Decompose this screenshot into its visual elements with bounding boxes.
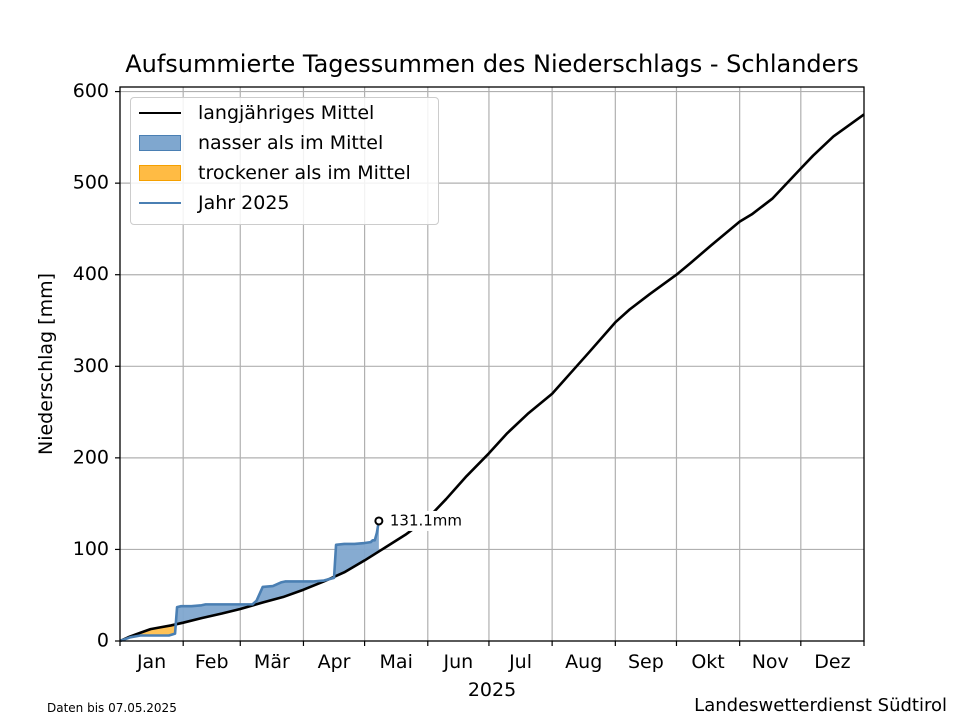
legend-label-wetter: nasser als im Mittel xyxy=(198,132,384,154)
y-axis-label: Niederschlag [mm] xyxy=(35,273,57,455)
y-tick-label: 100 xyxy=(73,538,109,560)
legend-label-year: Jahr 2025 xyxy=(198,192,290,214)
y-tick-label: 0 xyxy=(97,630,109,652)
chart-title: Aufsummierte Tagessummen des Niederschla… xyxy=(125,50,859,78)
y-tick-label: 400 xyxy=(73,263,109,285)
x-tick-label: Aug xyxy=(565,651,602,673)
y-tick-label: 200 xyxy=(73,446,109,468)
annotation-point xyxy=(374,516,384,526)
annotation-bg xyxy=(386,510,469,531)
x-tick-label: Dez xyxy=(814,651,850,673)
legend-label-drier: trockener als im Mittel xyxy=(198,162,411,184)
y-tick-label: 600 xyxy=(73,80,109,102)
legend-swatch-year xyxy=(139,194,181,212)
y-tick-label: 500 xyxy=(73,172,109,194)
legend-swatch-mean xyxy=(139,104,181,122)
x-tick-label: Nov xyxy=(752,651,789,673)
x-tick-label: Jan xyxy=(136,651,166,673)
x-tick-label: Mai xyxy=(380,651,413,673)
series-line-mean xyxy=(119,113,865,643)
legend-item-drier: trockener als im Mittel xyxy=(139,161,411,185)
x-tick-label: Okt xyxy=(691,651,724,673)
x-tick-label: Feb xyxy=(195,651,229,673)
legend-swatch-drier xyxy=(139,164,181,182)
drier-fill-area xyxy=(120,624,176,641)
legend-item-mean: langjähriges Mittel xyxy=(139,101,374,125)
legend-item-wetter: nasser als im Mittel xyxy=(139,131,383,155)
x-tick-label: Sep xyxy=(628,651,664,673)
legend-item-year: Jahr 2025 xyxy=(139,191,290,215)
y-tick-label: 300 xyxy=(73,355,109,377)
x-tick-label: Mär xyxy=(254,651,290,673)
legend: langjähriges Mittel nasser als im Mittel… xyxy=(130,97,439,225)
x-tick-label: Apr xyxy=(318,651,351,673)
x-tick-label: Jul xyxy=(508,651,532,673)
plot-frame xyxy=(119,86,865,642)
x-tick-label: Jun xyxy=(443,651,474,673)
source-credit: Landeswetterdienst Südtirol xyxy=(694,695,947,716)
legend-swatch-wetter xyxy=(139,134,181,152)
annotation-label: 131.1mm xyxy=(390,511,462,529)
series-line-2025 xyxy=(119,520,381,643)
data-date-note: Daten bis 07.05.2025 xyxy=(47,701,177,715)
legend-label-mean: langjähriges Mittel xyxy=(198,102,375,124)
x-axis-label: 2025 xyxy=(468,679,516,701)
wetter-fill-area xyxy=(334,520,379,578)
